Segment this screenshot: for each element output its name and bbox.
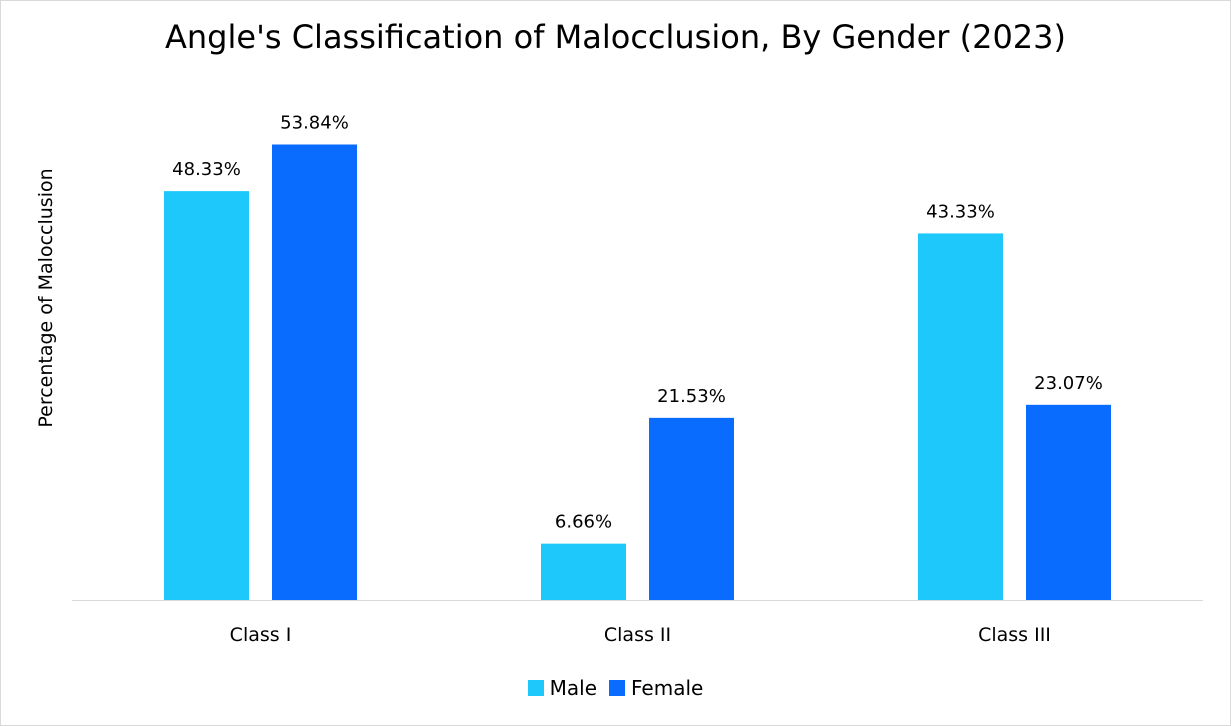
- x-tick-label-class-iii: Class III: [978, 624, 1051, 646]
- bar-female-class-iii: [1026, 404, 1111, 600]
- data-label-female-class-ii: 21.53%: [657, 386, 726, 407]
- legend-swatch-female: [609, 680, 626, 696]
- legend-label-male: Male: [549, 676, 598, 700]
- data-label-male-class-ii: 6.66%: [555, 512, 612, 533]
- legend-item-male: Male: [527, 676, 598, 700]
- legend: Male Female: [0, 676, 1231, 700]
- bar-male-class-i: [164, 191, 249, 600]
- bar-female-class-ii: [649, 417, 734, 600]
- legend-swatch-male: [527, 680, 544, 696]
- data-label-male-class-i: 48.33%: [172, 159, 241, 180]
- data-label-male-class-iii: 43.33%: [926, 201, 995, 222]
- x-tick-label-class-ii: Class II: [604, 624, 671, 646]
- legend-label-female: Female: [631, 676, 704, 700]
- bar-female-class-i: [272, 144, 357, 600]
- bar-male-class-ii: [541, 543, 626, 600]
- x-tick-label-class-i: Class I: [230, 624, 292, 646]
- bar-male-class-iii: [918, 233, 1003, 601]
- data-label-female-class-i: 53.84%: [280, 113, 349, 134]
- chart-title: Angle's Classification of Malocclusion, …: [165, 18, 1066, 56]
- data-label-female-class-iii: 23.07%: [1034, 373, 1103, 394]
- legend-item-female: Female: [609, 676, 703, 700]
